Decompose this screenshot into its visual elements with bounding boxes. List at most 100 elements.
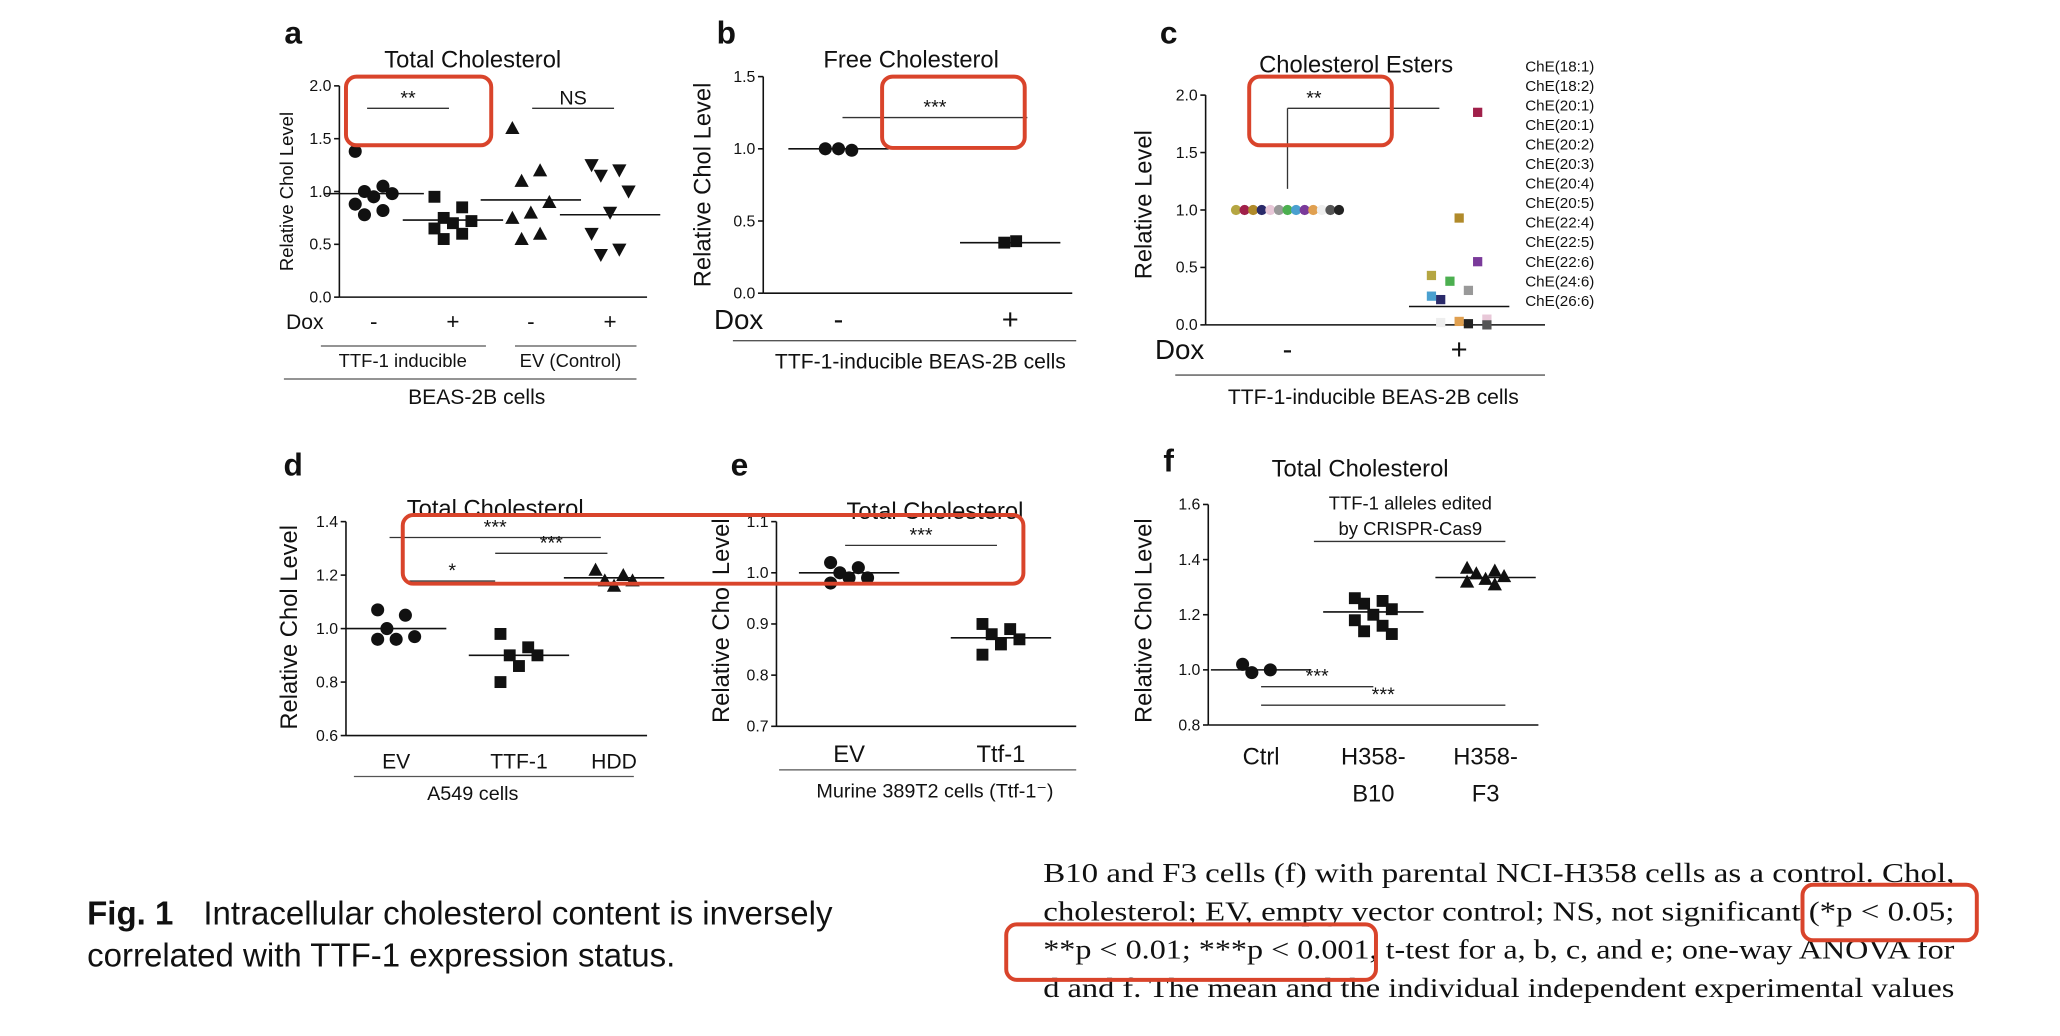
data-point bbox=[584, 227, 599, 241]
data-point bbox=[612, 243, 627, 257]
data-point bbox=[348, 144, 362, 158]
data-point bbox=[456, 227, 469, 240]
data-point bbox=[1445, 276, 1455, 286]
data-point bbox=[428, 222, 441, 235]
data-point bbox=[376, 203, 390, 218]
data-point bbox=[588, 562, 603, 576]
y-axis-label: Relative Chol Level bbox=[1130, 518, 1157, 723]
highlight-box bbox=[1247, 74, 1394, 148]
data-point bbox=[1473, 257, 1483, 267]
data-point bbox=[1348, 592, 1361, 605]
data-point bbox=[513, 660, 525, 672]
significance-label: *** bbox=[1306, 666, 1329, 688]
data-point bbox=[1265, 204, 1276, 216]
legend-label: ChE(20:1) bbox=[1525, 97, 1594, 114]
data-point bbox=[1358, 597, 1371, 610]
data-point bbox=[532, 226, 548, 240]
data-point bbox=[998, 236, 1011, 249]
x-tick-label: Ctrl bbox=[1243, 744, 1280, 771]
y-tick-label: 1.0 bbox=[309, 184, 331, 201]
data-point bbox=[1459, 560, 1475, 574]
data-point bbox=[1454, 316, 1464, 327]
data-point bbox=[1436, 294, 1446, 305]
data-point bbox=[995, 638, 1007, 651]
data-point bbox=[1290, 204, 1302, 216]
panel-label: a bbox=[284, 15, 302, 51]
data-point bbox=[824, 556, 838, 570]
data-point bbox=[522, 641, 535, 654]
data-point bbox=[602, 206, 618, 220]
y-tick-label: 0.8 bbox=[747, 667, 769, 684]
data-point bbox=[1482, 314, 1492, 324]
y-tick-label: 1.5 bbox=[733, 69, 755, 86]
panel-title: Total Cholesterol bbox=[846, 498, 1023, 525]
data-point bbox=[505, 120, 520, 135]
legend-label: ChE(26:6) bbox=[1525, 293, 1594, 310]
data-point bbox=[428, 190, 441, 203]
x-axis-label: TTF-1-inducible BEAS-2B cells bbox=[775, 350, 1066, 373]
x-prefix: Dox bbox=[1155, 334, 1204, 365]
x-tick-label: EV bbox=[833, 741, 865, 768]
data-point bbox=[1333, 204, 1345, 216]
data-point bbox=[514, 173, 529, 187]
data-point bbox=[542, 194, 557, 209]
data-point bbox=[494, 627, 507, 640]
data-point bbox=[532, 163, 548, 177]
y-tick-label: 0.8 bbox=[316, 674, 338, 691]
y-axis-label: Relative Level bbox=[1130, 130, 1157, 279]
data-point bbox=[985, 628, 998, 641]
y-tick-label: 1.5 bbox=[309, 131, 331, 148]
data-point bbox=[1487, 577, 1502, 591]
data-point bbox=[1004, 623, 1017, 636]
data-point bbox=[831, 142, 846, 156]
y-tick-label: 0.7 bbox=[747, 719, 769, 736]
legend-label: ChE(22:5) bbox=[1525, 234, 1594, 251]
excerpt-line: **p < 0.01; ***p < 0.001, t-test for a, … bbox=[1043, 934, 1954, 965]
panel-title: Free Cholesterol bbox=[823, 46, 999, 73]
data-point bbox=[845, 143, 859, 157]
data-point bbox=[1487, 563, 1502, 577]
data-point bbox=[505, 210, 520, 224]
x-tick-label: TTF-1 bbox=[490, 751, 547, 774]
data-point bbox=[584, 159, 599, 173]
legend-label: ChE(20:5) bbox=[1525, 195, 1594, 212]
data-point bbox=[1010, 235, 1023, 248]
x-axis-label: BEAS-2B cells bbox=[408, 386, 545, 409]
data-point bbox=[389, 632, 403, 646]
note: TTF-1 alleles edited bbox=[1329, 493, 1492, 514]
data-point bbox=[1358, 625, 1371, 638]
x-tick-label: H358-F3 bbox=[1453, 744, 1518, 808]
data-point bbox=[976, 648, 989, 661]
data-point bbox=[523, 205, 538, 219]
legend-label: ChE(20:2) bbox=[1525, 137, 1594, 154]
y-tick-label: 0.9 bbox=[747, 616, 769, 633]
data-point bbox=[818, 142, 832, 156]
caption-text: Intracellular cholesterol content is inv… bbox=[203, 894, 833, 931]
data-point bbox=[1463, 285, 1474, 296]
group-label: TTF-1 inducible bbox=[339, 350, 467, 371]
data-point bbox=[612, 164, 627, 178]
data-point bbox=[1454, 213, 1464, 223]
panel-title: Total Cholesterol bbox=[407, 495, 584, 522]
data-point bbox=[616, 567, 631, 582]
x-tick-label: - bbox=[370, 309, 377, 334]
excerpt-line: B10 and F3 cells (f) with parental NCI-H… bbox=[1043, 857, 1954, 888]
data-point bbox=[976, 618, 989, 630]
highlight-box bbox=[343, 74, 494, 148]
data-point bbox=[1385, 603, 1398, 616]
caption-text: correlated with TTF-1 expression status. bbox=[87, 937, 675, 974]
data-point bbox=[1496, 569, 1512, 583]
y-tick-label: 0.0 bbox=[733, 285, 755, 302]
panel-label: b bbox=[717, 15, 736, 51]
data-point bbox=[398, 608, 412, 622]
y-tick-label: 1.2 bbox=[1178, 607, 1200, 624]
data-point bbox=[851, 561, 865, 575]
y-axis-label: Relative Chol Level bbox=[276, 525, 303, 730]
y-tick-label: 1.5 bbox=[1176, 145, 1198, 162]
legend-label: ChE(20:4) bbox=[1525, 176, 1594, 193]
y-tick-label: 1.4 bbox=[316, 514, 338, 531]
data-point bbox=[1463, 319, 1474, 329]
x-axis-label: Murine 389T2 cells (Ttf-1⁻) bbox=[816, 781, 1053, 803]
data-point bbox=[1426, 291, 1437, 301]
